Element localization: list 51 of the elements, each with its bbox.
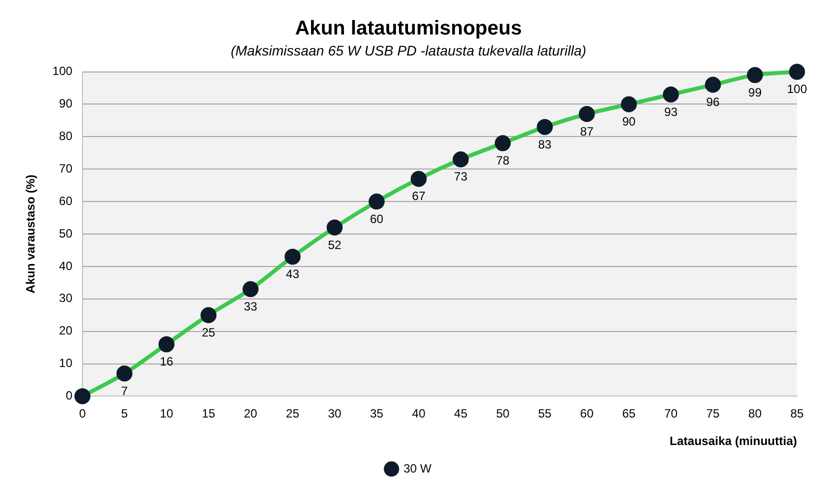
y-tick-label: 100	[52, 64, 73, 78]
x-tick-label: 50	[496, 406, 510, 421]
y-axis-title: Akun varaustaso (%)	[24, 174, 38, 294]
data-label: 73	[454, 170, 468, 184]
y-tick-label: 80	[59, 128, 73, 143]
x-tick-label: 75	[706, 406, 720, 421]
x-axis-title: Latausaika (minuuttia)	[670, 434, 797, 448]
x-tick-label: 65	[622, 406, 636, 421]
data-label: 33	[244, 299, 258, 314]
x-tick-label: 60	[580, 406, 594, 421]
x-tick-label: 55	[538, 406, 552, 421]
data-label: 90	[622, 114, 636, 129]
x-tick-label: 85	[790, 406, 804, 421]
data-label: 60	[370, 212, 384, 226]
data-label: 67	[412, 189, 426, 204]
x-tick-label: 0	[79, 406, 86, 421]
data-label: 100	[786, 82, 808, 96]
data-label: 43	[286, 267, 300, 282]
x-tick-label: 5	[121, 406, 128, 421]
data-label: 99	[748, 85, 762, 100]
chart-title: Akun latautumisnopeus	[295, 18, 522, 40]
x-tick-label: 10	[160, 406, 174, 421]
x-tick-label: 35	[370, 406, 384, 421]
data-label: 25	[202, 325, 216, 340]
x-tick-label: 45	[454, 406, 468, 421]
data-label: 87	[580, 124, 594, 138]
x-tick-label: 25	[286, 406, 300, 421]
x-tick-label: 80	[748, 406, 762, 421]
y-tick-label: 50	[59, 226, 73, 240]
data-label: 52	[328, 238, 342, 252]
data-label: 83	[538, 137, 552, 152]
x-tick-label: 15	[202, 406, 216, 421]
data-label: 96	[706, 95, 720, 110]
data-label: 7	[121, 384, 128, 398]
y-tick-label: 30	[59, 291, 73, 306]
y-tick-label: 0	[66, 388, 73, 403]
x-tick-label: 20	[244, 406, 258, 421]
data-label: 93	[664, 104, 678, 119]
chart-subtitle: (Maksimissaan 65 W USB PD -latausta tukevalla laturilla)	[230, 42, 586, 58]
x-tick-label: 30	[328, 406, 342, 421]
y-tick-label: 60	[59, 194, 73, 208]
x-tick-label: 70	[664, 406, 678, 421]
y-tick-label: 70	[59, 161, 73, 176]
y-tick-label: 20	[59, 324, 73, 338]
y-tick-label: 40	[59, 258, 73, 273]
y-tick-label: 10	[59, 356, 73, 370]
data-label: 16	[160, 354, 174, 369]
y-tick-label: 90	[59, 96, 73, 111]
data-label: 78	[496, 153, 510, 168]
x-tick-label: 40	[412, 406, 426, 421]
legend-label: 30 W	[403, 461, 432, 476]
